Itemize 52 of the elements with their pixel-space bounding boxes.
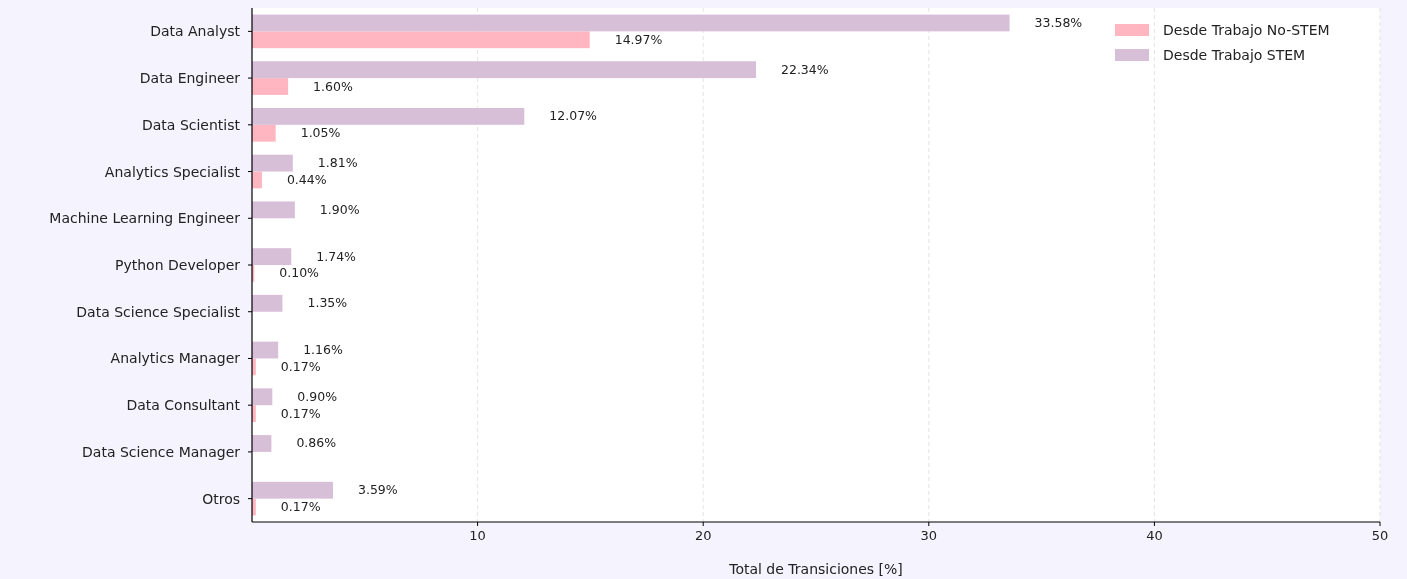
bar <box>252 481 333 499</box>
data-label: 1.16% <box>303 342 343 358</box>
y-tick-label: Machine Learning Engineer <box>49 210 241 227</box>
y-tick-label: Analytics Manager <box>110 350 241 367</box>
x-axis-title: Total de Transiciones [%] <box>728 561 903 577</box>
legend-label: Desde Trabajo STEM <box>1163 47 1306 63</box>
bar <box>252 435 272 452</box>
data-label: 1.74% <box>316 248 357 264</box>
bar <box>252 124 276 142</box>
y-tick-label: Data Science Specialist <box>76 303 241 320</box>
bar <box>252 341 279 359</box>
data-label: 1.60% <box>313 78 353 94</box>
data-label: 0.10% <box>279 265 320 281</box>
y-tick-label: Data Analyst <box>150 23 241 40</box>
bar <box>252 31 590 49</box>
bar <box>252 154 293 172</box>
y-tick-label: Python Developer <box>115 257 241 273</box>
data-label: 0.86% <box>296 435 337 451</box>
bar <box>252 248 292 265</box>
bar <box>252 14 1010 32</box>
x-tick-label: 10 <box>469 528 486 543</box>
data-label: 1.05% <box>300 125 341 141</box>
data-label: 33.58% <box>1034 14 1083 30</box>
data-label: 0.17% <box>280 405 321 421</box>
x-tick-label: 30 <box>920 528 938 543</box>
data-label: 0.90% <box>297 388 338 404</box>
data-label: 1.35% <box>307 295 348 311</box>
y-tick-label: Otros <box>202 490 240 507</box>
y-tick-label: Analytics Specialist <box>104 163 241 180</box>
data-label: 1.90% <box>319 201 360 217</box>
legend-label: Desde Trabajo No-STEM <box>1163 22 1330 38</box>
y-tick-label: Data Engineer <box>139 70 241 87</box>
data-label: 0.17% <box>280 499 321 515</box>
data-label: 0.44% <box>286 171 327 187</box>
data-label: 0.17% <box>280 358 321 374</box>
bar <box>252 108 525 125</box>
data-label: 1.81% <box>317 155 358 171</box>
data-label: 3.59% <box>357 482 398 498</box>
bar <box>252 294 283 312</box>
y-tick-label: Data Scientist <box>142 116 241 133</box>
data-label: 22.34% <box>780 61 829 77</box>
data-label: 14.97% <box>614 31 663 47</box>
y-tick-label: Data Consultant <box>126 397 241 414</box>
bar <box>252 388 273 406</box>
y-tick-label: Data Science Manager <box>82 443 241 460</box>
bar <box>252 61 756 79</box>
x-tick-label: 20 <box>694 528 712 543</box>
bar <box>252 201 295 219</box>
x-tick-label: 40 <box>1146 528 1163 543</box>
data-label: 12.07% <box>549 108 598 124</box>
x-tick-label: 50 <box>1371 528 1389 543</box>
bar <box>252 78 289 95</box>
